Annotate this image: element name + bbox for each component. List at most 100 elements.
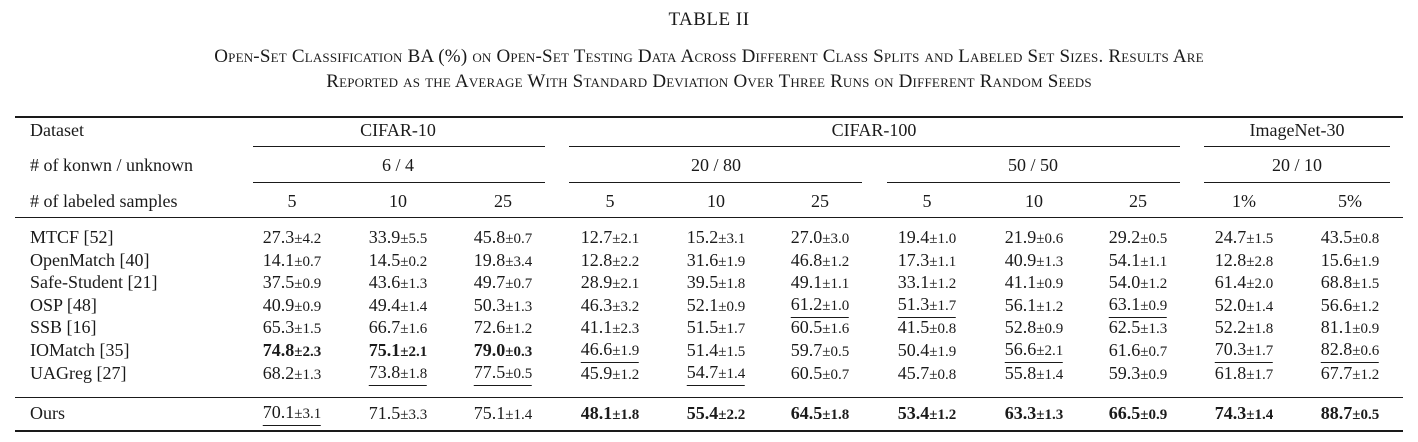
result-std: ±1.9 [1352, 253, 1380, 270]
bottom-rule [15, 430, 1403, 432]
result-std: ±2.2 [612, 253, 640, 270]
result-std: ±2.1 [400, 344, 428, 360]
result-mean: 40.9 [262, 294, 295, 315]
result-mean: 81.1 [1320, 317, 1353, 338]
result-std: ±3.0 [822, 231, 850, 247]
result-std: ±3.1 [294, 406, 322, 422]
result-cell: 70.1±3.1 [262, 402, 322, 426]
result-mean: 12.8 [580, 249, 613, 270]
header-samples: 1% [1232, 191, 1256, 211]
result-mean: 66.7 [368, 317, 401, 338]
method-name: Safe-Student [21] [30, 272, 158, 293]
result-cell: 50.4±1.9 [898, 339, 956, 363]
result-mean: 59.7 [790, 340, 823, 360]
result-cell: 50.3±1.3 [474, 294, 532, 318]
result-std: ±1.2 [505, 321, 533, 338]
result-cell: 24.7±1.5 [1215, 226, 1273, 250]
result-std: ±1.2 [1036, 298, 1064, 315]
result-cell: 59.3±0.9 [1109, 362, 1167, 386]
result-std: ±0.8 [1352, 231, 1380, 247]
caption-line-2: Reported as the Average With Standard De… [326, 71, 1092, 92]
result-std: ±3.2 [612, 298, 640, 315]
result-mean: 19.4 [897, 227, 930, 247]
result-cell: 14.5±0.2 [369, 249, 427, 273]
result-std: ±1.8 [1246, 321, 1274, 338]
header-samples: 10 [1025, 191, 1043, 211]
result-std: ±1.3 [505, 298, 533, 315]
result-mean: 62.5 [1108, 317, 1141, 338]
result-mean: 66.5 [1108, 403, 1141, 423]
result-mean: 75.1 [473, 403, 506, 423]
result-std: ±0.9 [294, 276, 322, 293]
result-std: ±0.5 [505, 365, 533, 382]
result-cell: 54.1±1.1 [1109, 249, 1167, 273]
result-cell: 28.9±2.1 [581, 271, 639, 295]
result-mean: 54.7 [686, 361, 719, 382]
result-cell: 73.8±1.8 [368, 361, 428, 386]
group-rule [1204, 182, 1390, 183]
result-std: ±1.3 [294, 366, 322, 383]
result-mean: 74.8 [262, 340, 295, 360]
group-rule [887, 182, 1180, 183]
result-mean: 51.3 [897, 293, 930, 314]
result-std: ±1.5 [1246, 231, 1274, 247]
result-std: ±0.9 [1036, 276, 1064, 293]
result-cell: 52.1±0.9 [687, 294, 745, 318]
result-cell: 33.1±1.2 [898, 271, 956, 295]
top-rule [15, 116, 1403, 118]
result-cell: 81.1±0.9 [1321, 316, 1379, 340]
result-std: ±1.2 [1140, 276, 1168, 293]
result-mean: 73.8 [368, 361, 401, 382]
result-std: ±1.5 [294, 321, 322, 338]
result-cell: 62.5±1.3 [1109, 316, 1167, 340]
result-mean: 43.6 [368, 272, 401, 293]
header-known-unknown: # of konwn / unknown [30, 155, 193, 175]
result-cell: 74.8±2.3 [263, 339, 321, 363]
table-caption: Open-Set Classification BA (%) on Open-S… [0, 44, 1418, 94]
header-dataset-name: CIFAR-100 [831, 120, 917, 140]
header-samples: 5% [1338, 191, 1362, 211]
result-mean: 48.1 [580, 403, 613, 423]
header-samples: 5 [922, 191, 932, 211]
result-mean: 70.1 [262, 402, 295, 422]
result-mean: 46.8 [790, 249, 823, 270]
header-samples: 25 [811, 191, 829, 211]
result-mean: 27.0 [790, 227, 823, 247]
result-cell: 60.5±0.7 [791, 362, 849, 386]
result-mean: 54.0 [1108, 272, 1141, 293]
result-cell: 19.4±1.0 [898, 226, 956, 250]
result-cell: 53.4±1.2 [898, 402, 956, 426]
result-cell: 79.0±0.3 [474, 339, 532, 363]
result-std: ±2.1 [612, 231, 640, 247]
result-cell: 33.9±5.5 [369, 226, 427, 250]
result-mean: 52.8 [1004, 317, 1037, 338]
result-cell: 15.6±1.9 [1321, 249, 1379, 273]
result-cell: 29.2±0.5 [1109, 226, 1167, 250]
result-std: ±0.9 [294, 298, 322, 315]
result-std: ±1.6 [822, 321, 850, 338]
result-std: ±5.5 [400, 231, 428, 247]
result-std: ±1.3 [1140, 321, 1168, 338]
result-cell: 52.8±0.9 [1005, 316, 1063, 340]
result-cell: 68.2±1.3 [263, 362, 321, 386]
result-mean: 45.8 [473, 227, 506, 247]
ours-rule [15, 397, 1403, 398]
header-dataset: Dataset [30, 120, 84, 140]
result-mean: 49.4 [368, 294, 401, 315]
result-mean: 51.5 [686, 317, 719, 338]
result-std: ±3.3 [400, 407, 428, 423]
result-cell: 59.7±0.5 [791, 339, 849, 363]
result-cell: 71.5±3.3 [369, 402, 427, 426]
result-std: ±1.4 [1246, 407, 1274, 423]
method-name: MTCF [52] [30, 227, 114, 247]
result-std: ±0.9 [1140, 366, 1168, 383]
result-mean: 41.1 [1004, 272, 1037, 293]
result-std: ±1.8 [718, 276, 746, 293]
result-mean: 56.6 [1004, 339, 1037, 359]
result-mean: 71.5 [368, 403, 401, 423]
result-cell: 43.6±1.3 [369, 271, 427, 295]
result-std: ±4.2 [294, 231, 322, 247]
result-cell: 55.8±1.4 [1005, 362, 1063, 386]
result-cell: 40.9±0.9 [263, 294, 321, 318]
method-name-ours: Ours [30, 403, 65, 423]
